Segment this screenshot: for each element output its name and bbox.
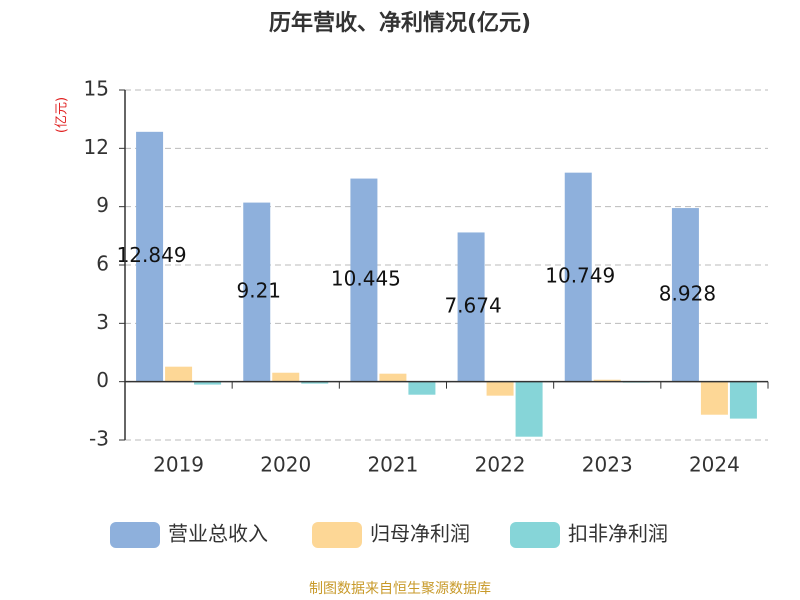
bar — [486, 381, 514, 396]
y-tick-label: 15 — [84, 77, 109, 101]
legend-swatch — [510, 522, 560, 548]
value-label: 7.674 — [444, 294, 501, 318]
chart-title: 历年营收、净利情况(亿元) — [269, 10, 531, 36]
x-tick-label: 2019 — [153, 453, 204, 477]
bar — [457, 232, 485, 382]
bar — [729, 381, 757, 419]
value-label: 9.21 — [236, 279, 281, 303]
x-tick-label: 2023 — [582, 453, 633, 477]
bar — [272, 372, 300, 382]
legend-swatch — [110, 522, 160, 548]
legend-label: 营业总收入 — [168, 522, 268, 546]
legend-label: 扣非净利润 — [568, 522, 668, 546]
y-tick-label: 3 — [96, 310, 109, 334]
y-tick-label: 9 — [96, 193, 109, 217]
bar — [564, 172, 592, 382]
y-tick-label: 0 — [96, 368, 109, 392]
value-label: 10.749 — [545, 264, 615, 288]
bar — [350, 178, 378, 382]
bar — [593, 379, 621, 382]
bar — [700, 381, 728, 415]
legend-label: 归母净利润 — [370, 522, 470, 546]
bar — [379, 373, 407, 382]
bar — [515, 381, 543, 437]
legend-swatch — [312, 522, 362, 548]
value-label: 8.928 — [659, 281, 716, 305]
bar — [408, 381, 436, 395]
x-tick-label: 2022 — [475, 453, 526, 477]
x-tick-label: 2024 — [689, 453, 740, 477]
x-tick-label: 2021 — [367, 453, 418, 477]
value-label: 10.445 — [331, 267, 401, 291]
bar — [194, 381, 222, 385]
source-note: 制图数据来自恒生聚源数据库 — [309, 581, 491, 597]
y-tick-label: 12 — [84, 135, 109, 159]
y-axis-label: (亿元) — [55, 97, 70, 133]
x-tick-label: 2020 — [260, 453, 311, 477]
bar — [671, 208, 699, 382]
value-label: 12.849 — [117, 243, 187, 267]
bar — [301, 381, 329, 384]
bar — [136, 131, 164, 382]
y-tick-label: -3 — [89, 427, 109, 451]
bar — [243, 202, 271, 382]
bar — [165, 366, 193, 382]
y-tick-label: 6 — [96, 252, 109, 276]
